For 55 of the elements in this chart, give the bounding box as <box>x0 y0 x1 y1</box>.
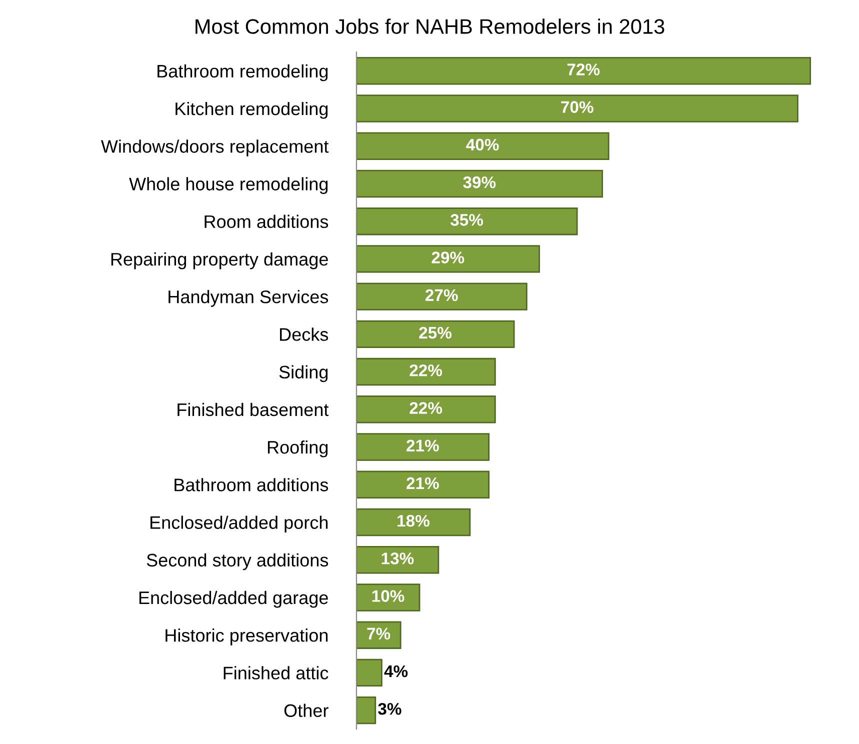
bar <box>356 584 420 612</box>
y-tick-label: Decks <box>280 328 328 341</box>
data-label: 21% <box>406 477 439 490</box>
data-label: 29% <box>432 252 464 264</box>
bar <box>356 132 610 160</box>
data-label: 4% <box>384 665 408 678</box>
data-label: 13% <box>382 552 414 564</box>
y-tick-label: Repairing property damage <box>111 252 328 270</box>
bar <box>356 94 798 122</box>
y-tick-label: Enclosed/added garage <box>139 590 328 608</box>
y-tick-label: Bathroom remodeling <box>158 64 328 82</box>
data-label: 35% <box>450 214 484 226</box>
bar <box>356 320 515 348</box>
data-label: 22% <box>410 402 442 414</box>
data-label: 72% <box>567 64 600 76</box>
data-label: 25% <box>419 326 452 339</box>
bar <box>356 245 540 273</box>
bar <box>356 433 490 461</box>
bar <box>356 170 603 198</box>
data-label: 70% <box>561 101 594 113</box>
data-label: 3% <box>378 702 402 715</box>
bar <box>356 207 578 236</box>
data-label: 10% <box>372 590 404 602</box>
data-label: 18% <box>398 514 430 527</box>
data-label: 22% <box>410 364 442 376</box>
y-tick-label: Kitchen remodeling <box>176 102 328 119</box>
y-tick-label: Bathroom additions <box>174 478 328 492</box>
y-tick-label: Finished basement <box>178 402 329 416</box>
bar <box>356 696 376 724</box>
data-label: 40% <box>466 138 499 151</box>
y-tick-label: Enclosed/added porch <box>150 516 328 533</box>
bar <box>356 546 440 574</box>
y-tick-label: Room additions <box>204 214 328 228</box>
bar <box>356 358 496 386</box>
y-tick-label: Windows/doors replacement <box>101 140 329 156</box>
y-tick-label: Historic preservation <box>166 628 328 646</box>
bar <box>356 396 496 424</box>
y-tick-label: Siding <box>279 365 328 382</box>
bar <box>356 658 382 687</box>
bar <box>356 57 811 85</box>
data-label: 21% <box>406 440 439 452</box>
data-label: 27% <box>425 289 458 302</box>
bar <box>356 470 490 498</box>
bar <box>356 508 471 536</box>
y-tick-label: Whole house remodeling <box>129 177 328 194</box>
y-tick-label: Handyman Services <box>168 290 328 307</box>
data-label: 7% <box>367 628 390 640</box>
y-tick-label: Second story additions <box>146 553 328 570</box>
bar <box>356 282 528 310</box>
y-tick-label: Other <box>284 704 328 718</box>
chart-title: Most Common Jobs for NAHB Remodelers in 2013 <box>196 18 664 34</box>
y-tick-label: Roofing <box>268 440 328 458</box>
bar <box>356 621 402 649</box>
data-label: 39% <box>463 176 496 188</box>
y-tick-label: Finished attic <box>224 666 328 680</box>
